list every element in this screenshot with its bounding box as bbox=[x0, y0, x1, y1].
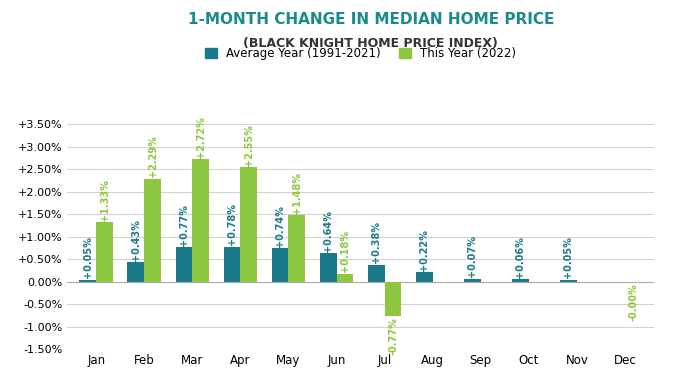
Text: +1.48%: +1.48% bbox=[292, 172, 302, 214]
Bar bbox=[127, 262, 144, 282]
Bar bbox=[385, 282, 402, 316]
Bar bbox=[272, 248, 288, 282]
Bar bbox=[368, 265, 385, 282]
Bar bbox=[319, 253, 336, 282]
Text: +0.06%: +0.06% bbox=[516, 236, 526, 278]
Text: +0.18%: +0.18% bbox=[340, 230, 350, 272]
Text: +0.38%: +0.38% bbox=[371, 221, 381, 263]
Text: +0.78%: +0.78% bbox=[227, 203, 237, 245]
Text: +0.74%: +0.74% bbox=[275, 205, 285, 247]
Bar bbox=[96, 222, 113, 282]
Bar bbox=[560, 279, 577, 282]
Bar bbox=[80, 279, 96, 282]
Text: 1-MONTH CHANGE IN MEDIAN HOME PRICE: 1-MONTH CHANGE IN MEDIAN HOME PRICE bbox=[187, 12, 554, 27]
Bar bbox=[464, 279, 481, 282]
Text: +2.55%: +2.55% bbox=[244, 124, 254, 166]
Bar bbox=[241, 167, 257, 282]
Text: +0.05%: +0.05% bbox=[83, 236, 93, 278]
Text: +2.29%: +2.29% bbox=[148, 135, 158, 177]
Text: +0.43%: +0.43% bbox=[131, 219, 141, 261]
Text: +0.07%: +0.07% bbox=[467, 236, 477, 277]
Bar bbox=[224, 247, 241, 282]
Bar bbox=[336, 274, 353, 282]
Bar bbox=[175, 247, 192, 282]
Text: +0.05%: +0.05% bbox=[563, 236, 574, 278]
Bar bbox=[512, 279, 529, 282]
Text: +0.77%: +0.77% bbox=[179, 204, 189, 246]
Legend: Average Year (1991-2021), This Year (2022): Average Year (1991-2021), This Year (202… bbox=[200, 42, 521, 65]
Text: +0.64%: +0.64% bbox=[323, 210, 333, 252]
Text: +1.33%: +1.33% bbox=[100, 179, 110, 221]
Text: +0.22%: +0.22% bbox=[419, 229, 429, 270]
Text: -0.00%: -0.00% bbox=[628, 283, 638, 321]
Bar bbox=[144, 179, 161, 282]
Bar bbox=[416, 272, 433, 282]
Text: -0.77%: -0.77% bbox=[388, 318, 398, 355]
Text: +2.72%: +2.72% bbox=[195, 116, 206, 158]
Text: (BLACK KNIGHT HOME PRICE INDEX): (BLACK KNIGHT HOME PRICE INDEX) bbox=[243, 37, 498, 50]
Bar bbox=[192, 159, 209, 282]
Bar bbox=[288, 215, 305, 282]
